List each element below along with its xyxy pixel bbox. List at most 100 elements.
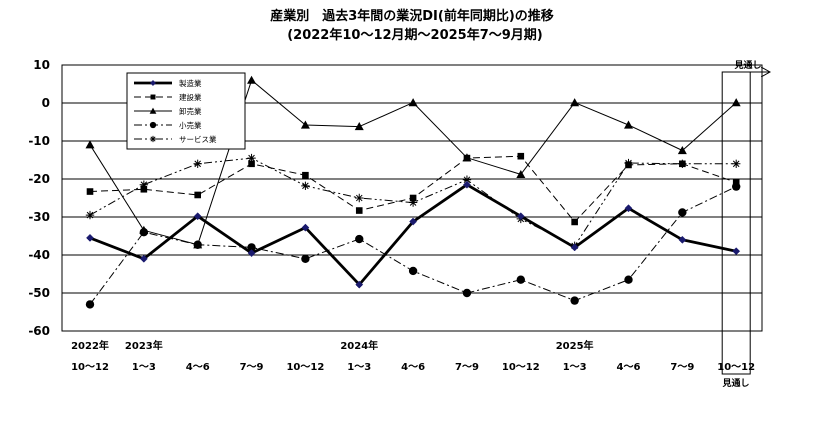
- y-tick-label: -40: [28, 248, 50, 262]
- data-point: [462, 153, 472, 162]
- chart-subtitle: (2022年10～12月期～2025年7～9月期): [287, 27, 543, 43]
- data-point: [247, 75, 257, 84]
- x-year-label: 2023年: [125, 339, 163, 352]
- data-point: [301, 254, 310, 263]
- data-point: [86, 188, 94, 195]
- data-point: [678, 235, 687, 244]
- data-point: [300, 120, 310, 129]
- x-tick-label: 10～12: [71, 362, 109, 373]
- y-tick-label: -50: [28, 286, 50, 300]
- data-point: [247, 243, 256, 252]
- data-point: [301, 223, 310, 232]
- y-tick-label: -30: [28, 210, 50, 224]
- data-point: [247, 249, 256, 258]
- data-point: [193, 240, 203, 249]
- x-year-label: 2025年: [556, 339, 594, 352]
- data-point: [139, 225, 149, 234]
- data-point: [409, 217, 418, 226]
- data-point: [624, 204, 633, 213]
- data-point: [248, 160, 255, 168]
- data-point: [409, 194, 417, 202]
- data-point: [85, 140, 95, 149]
- data-point: [140, 185, 148, 193]
- data-point: [570, 243, 579, 252]
- chart-title: 産業別 過去3年間の業況DI(前年同期比)の推移: [270, 8, 554, 24]
- data-point: [85, 300, 95, 309]
- data-point: [193, 212, 202, 221]
- x-tick-label: 7～9: [455, 362, 479, 373]
- y-tick-label: -10: [28, 134, 50, 148]
- y-tick-label: -20: [28, 172, 50, 186]
- data-point: [354, 122, 364, 131]
- data-point: [732, 182, 741, 191]
- data-point: [408, 198, 418, 207]
- series-5: [85, 153, 741, 251]
- data-point: [462, 180, 471, 189]
- data-point: [408, 266, 418, 276]
- x-tick-label: 10～12: [717, 362, 755, 373]
- data-point: [731, 98, 741, 107]
- data-point: [301, 181, 310, 191]
- data-point: [149, 121, 157, 129]
- data-point: [516, 275, 525, 284]
- legend-label: サービス業: [179, 134, 217, 144]
- forecast-label-bottom: 見通し: [721, 377, 749, 389]
- data-point: [408, 98, 418, 107]
- x-tick-label: 10～12: [502, 362, 540, 373]
- x-tick-label: 1～3: [563, 362, 587, 373]
- data-point: [678, 208, 687, 217]
- data-point: [139, 180, 149, 189]
- x-tick-label: 4～6: [186, 362, 210, 373]
- data-point: [247, 153, 256, 163]
- legend-label: 卸売業: [179, 106, 202, 116]
- x-tick-label: 4～6: [617, 362, 641, 373]
- data-point: [355, 207, 363, 214]
- data-point: [732, 247, 741, 256]
- x-year-label: 2024年: [340, 339, 378, 352]
- series-line: [89, 155, 737, 223]
- x-tick-label: 1～3: [132, 362, 156, 373]
- data-point: [194, 191, 201, 199]
- forecast-label-top: 見通し: [733, 59, 761, 71]
- data-point: [570, 296, 579, 305]
- x-tick-label: 7～9: [670, 362, 694, 373]
- data-point: [624, 158, 633, 168]
- data-point: [678, 159, 687, 168]
- data-point: [570, 98, 580, 107]
- data-point: [516, 212, 525, 221]
- data-point: [517, 152, 525, 160]
- data-point: [150, 94, 156, 100]
- x-axis: 10～12 1～3 4～6 7～9 10～12 1～3 4～6 7～9 10～12 1～3 4～6 7…: [71, 339, 755, 373]
- data-point: [149, 107, 157, 114]
- y-tick-label: 10: [33, 58, 50, 72]
- x-tick-label: 10～12: [286, 362, 324, 373]
- forecast-frame: [721, 71, 751, 375]
- plot-border: [61, 64, 763, 332]
- x-tick-label: 1～3: [347, 362, 371, 373]
- data-point: [149, 135, 157, 143]
- data-point: [624, 120, 633, 129]
- data-point: [732, 159, 741, 168]
- data-point: [677, 146, 687, 155]
- data-point: [624, 275, 633, 284]
- series-3: [85, 75, 741, 249]
- data-point: [571, 218, 578, 226]
- legend-label: 小売業: [179, 120, 202, 130]
- x-tick-label: 4～6: [401, 362, 425, 373]
- data-point: [86, 233, 94, 242]
- series-1: [86, 180, 741, 289]
- y-axis: 10 0 -10 -20 -30 -40 -50 -60: [28, 58, 50, 338]
- data-point: [462, 288, 472, 298]
- data-point: [355, 193, 364, 203]
- data-point: [193, 159, 202, 168]
- data-point: [139, 254, 148, 263]
- legend-label: 建設業: [179, 92, 202, 102]
- data-point: [516, 169, 526, 179]
- legend-label: 製造業: [179, 78, 202, 88]
- x-tick-label: 7～9: [240, 362, 264, 373]
- y-tick-label: 0: [42, 96, 50, 110]
- data-point: [355, 280, 364, 289]
